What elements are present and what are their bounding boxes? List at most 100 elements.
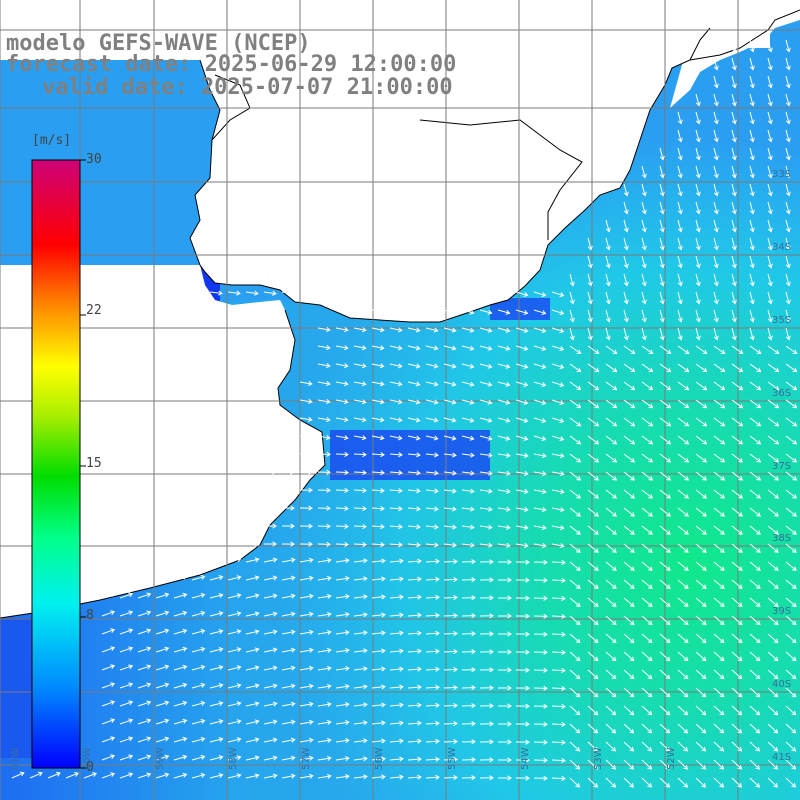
wind-arrow-shaft xyxy=(317,327,330,331)
wind-arrow-head xyxy=(489,595,494,601)
wind-arrow xyxy=(587,363,600,373)
wind-arrow xyxy=(335,684,350,690)
wind-arrow xyxy=(569,579,581,589)
wind-arrow-shaft xyxy=(425,758,440,761)
wind-arrow-shaft xyxy=(605,471,617,481)
wind-arrow-head xyxy=(561,577,566,584)
wind-arrow xyxy=(659,525,671,535)
wind-arrow-head xyxy=(74,771,79,777)
wind-arrow-head xyxy=(272,737,278,743)
wind-arrow-head xyxy=(767,119,773,125)
wind-arrow-head xyxy=(343,345,349,351)
wind-arrow-shaft xyxy=(659,759,670,770)
wind-arrow-head xyxy=(561,721,566,728)
wind-arrow-head xyxy=(773,692,779,698)
wind-arrow-shaft xyxy=(515,453,528,457)
wind-arrow-shaft xyxy=(695,435,707,445)
wind-arrow-shaft xyxy=(731,147,736,160)
wind-arrow-shaft xyxy=(353,399,366,403)
wind-arrow-head xyxy=(737,746,743,752)
wind-arrow xyxy=(479,417,493,423)
wind-arrow-shaft xyxy=(785,165,790,178)
wind-arrow xyxy=(155,772,170,779)
wind-arrow-head xyxy=(290,755,296,761)
wind-arrow-head xyxy=(200,718,206,724)
lon-label: 57W xyxy=(301,747,312,770)
wind-arrow-shaft xyxy=(569,543,581,553)
wind-arrow xyxy=(695,255,701,269)
wind-arrow-shaft xyxy=(209,666,223,671)
wind-arrow-shaft xyxy=(767,507,779,517)
wind-arrow-head xyxy=(648,349,654,355)
wind-arrow xyxy=(389,666,404,672)
wind-arrow-head xyxy=(785,263,791,269)
wind-arrow-head xyxy=(612,530,617,535)
wind-arrow-head xyxy=(128,772,134,778)
wind-arrow xyxy=(713,309,719,323)
wind-arrow xyxy=(767,39,773,53)
wind-arrow-head xyxy=(629,674,635,680)
wind-arrow xyxy=(371,381,385,387)
wind-arrow-head xyxy=(559,364,565,370)
wind-arrow-head xyxy=(487,435,493,441)
wind-arrow-head xyxy=(695,263,701,269)
wind-arrow-head xyxy=(731,335,737,341)
wind-arrow-shaft xyxy=(353,559,367,563)
wind-arrow xyxy=(605,633,617,644)
wind-arrow-head xyxy=(738,385,744,391)
wind-arrow xyxy=(677,723,689,734)
wind-arrow xyxy=(785,759,797,770)
wind-arrow-head xyxy=(343,327,349,333)
wind-arrow-shaft xyxy=(389,417,402,422)
wind-arrow-shaft xyxy=(677,183,682,196)
wind-arrow-head xyxy=(362,469,367,476)
wind-arrow-head xyxy=(665,710,671,716)
wind-arrow-shaft xyxy=(353,309,366,313)
wind-arrow xyxy=(281,487,295,493)
wind-arrow-shaft xyxy=(443,525,456,528)
wind-arrow-head xyxy=(290,523,295,529)
wind-arrow-shaft xyxy=(245,594,259,599)
wind-arrow-shaft xyxy=(335,327,348,331)
wind-arrow xyxy=(767,741,779,752)
wind-arrow xyxy=(695,291,701,305)
wind-arrow-head xyxy=(308,575,314,581)
wind-arrow-head xyxy=(677,119,683,125)
wind-arrow xyxy=(749,669,761,680)
wind-arrow-head xyxy=(767,335,773,341)
wind-arrow-shaft xyxy=(461,453,474,457)
wind-arrow-head xyxy=(110,700,116,706)
wind-arrow xyxy=(533,739,548,745)
wind-arrow-head xyxy=(507,739,512,745)
wind-arrow-head xyxy=(110,628,116,634)
wind-arrow xyxy=(353,756,368,762)
wind-arrow-shaft xyxy=(101,291,115,294)
wind-arrow-shaft xyxy=(713,201,718,214)
wind-arrow-head xyxy=(576,457,582,463)
wind-arrow xyxy=(101,736,116,743)
wind-arrow-shaft xyxy=(119,773,133,779)
wind-arrow-head xyxy=(110,592,116,598)
wind-arrow-head xyxy=(453,648,458,655)
wind-arrow-head xyxy=(701,602,707,608)
wind-arrow-head xyxy=(773,764,779,770)
wind-arrow-head xyxy=(749,227,755,233)
wind-arrow xyxy=(461,685,476,691)
wind-arrow-shaft xyxy=(749,417,761,427)
wind-arrow-head xyxy=(435,774,440,780)
wind-arrow-head xyxy=(702,385,708,391)
wind-arrow xyxy=(335,505,349,511)
lon-label: 55W xyxy=(447,747,458,770)
wind-arrow xyxy=(317,345,331,351)
wind-arrow-shaft xyxy=(227,684,241,689)
wind-arrow-head xyxy=(417,612,422,618)
wind-arrow-shaft xyxy=(695,147,700,160)
wind-arrow xyxy=(371,345,385,351)
wind-arrow-shaft xyxy=(101,665,115,671)
wind-arrow-head xyxy=(738,403,744,409)
wind-arrow-head xyxy=(399,774,404,780)
wind-arrow-head xyxy=(559,471,565,477)
wind-arrow xyxy=(695,705,707,716)
wind-arrow-shaft xyxy=(461,435,474,440)
wind-arrow-head xyxy=(507,721,512,727)
